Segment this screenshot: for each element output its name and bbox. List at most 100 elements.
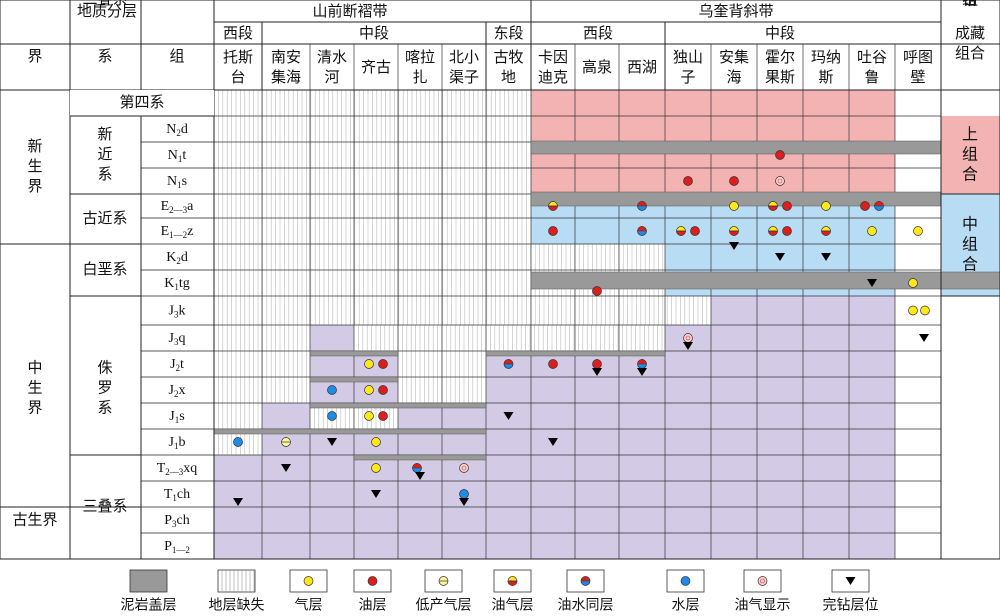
era-label: 古生界 [12, 512, 57, 529]
legend-swatch [129, 569, 168, 593]
play-label-char: 组 [962, 0, 978, 9]
total-depth-symbol [327, 438, 337, 446]
well-area-label: 呼图 [903, 49, 933, 66]
era-label-char: 中 [27, 360, 42, 377]
total-depth-symbol [845, 577, 856, 585]
missing-strata-block [214, 296, 711, 325]
gas-layer-symbol [303, 576, 314, 586]
formation-label: E1—2z [161, 224, 194, 241]
formation-label: J3q [169, 331, 186, 348]
segment-label: 东段 [493, 25, 523, 42]
well-area-label: 扎 [412, 69, 427, 86]
system-label: 二叠系 [82, 0, 127, 8]
total-depth-symbol [503, 412, 514, 420]
well-area-label: 清水 [317, 49, 347, 66]
mudstone-cap-bar [940, 271, 1000, 290]
well-area-label: 高泉 [582, 59, 612, 76]
system-label-char: 新 [97, 126, 112, 143]
formation-label: K2d [166, 250, 188, 267]
well-area-label: 壁 [910, 69, 925, 86]
oil-gas-show-symbol [683, 333, 693, 343]
era-label-char: 新 [27, 138, 42, 155]
legend-label: 油气层 [492, 598, 534, 614]
oil-layer-symbol [548, 359, 558, 369]
formation-label: T1ch [164, 487, 190, 504]
oil-layer-symbol [592, 286, 602, 296]
mudstone-cap-bar [353, 454, 487, 461]
play-label-char: 合 [962, 166, 978, 184]
legend-label: 泥岩盖层 [121, 598, 177, 614]
total-depth-symbol [459, 498, 469, 506]
well-area-label: 独山 [673, 49, 703, 66]
oil-layer-symbol [683, 176, 693, 186]
era-label-char: 界 [27, 179, 42, 195]
system-label-char: 罗 [97, 381, 112, 397]
well-area-label: 集海 [271, 69, 301, 86]
gas-layer-symbol [364, 385, 374, 395]
well-area-label: 托斯 [223, 49, 253, 66]
total-depth-symbol [371, 490, 381, 498]
total-depth-symbol [821, 253, 831, 261]
mudstone-cap-bar [485, 350, 666, 357]
oil-gas-show-symbol [757, 576, 768, 586]
play-label-char: 组 [962, 146, 978, 164]
total-depth-symbol [775, 253, 785, 261]
system-label: 白垩系 [82, 261, 127, 278]
water-layer-symbol [459, 489, 469, 499]
gas-layer-symbol [913, 226, 923, 236]
formation-label: J2x [169, 383, 186, 400]
oil-layer-symbol [367, 576, 378, 586]
oil-layer-symbol [378, 359, 388, 369]
formation-label: J2t [170, 357, 184, 374]
system-label: 三叠系 [82, 498, 127, 515]
quaternary-cell [70, 90, 214, 116]
mudstone-cap-bar [309, 350, 399, 357]
symbol-half [637, 359, 647, 365]
gas-layer-symbol [364, 411, 374, 421]
gas-layer-symbol [371, 437, 381, 447]
segment-label: 中段 [765, 25, 795, 42]
symbol-half [412, 463, 422, 469]
legend-label: 完钻层位 [823, 598, 879, 614]
total-depth-symbol [281, 464, 291, 472]
formation-label: J3k [169, 303, 186, 320]
mudstone-cap-bar [530, 140, 942, 155]
symbol-half [580, 576, 591, 582]
well-area-label: 南安 [271, 49, 301, 66]
gas-layer-symbol [908, 305, 918, 316]
well-area-label: 海 [726, 69, 741, 86]
well-area-label: 喀拉 [405, 49, 435, 66]
formation-label: P3ch [164, 513, 190, 530]
symbol-half [637, 201, 647, 207]
play-label-char: 中 [962, 216, 978, 234]
oil-layer-symbol [782, 226, 792, 236]
gas-layer-symbol [729, 201, 739, 211]
well-area-label: 台 [230, 69, 245, 86]
play-label-char: 合 [962, 256, 978, 274]
formation-label: N2d [166, 122, 188, 139]
total-depth-symbol [867, 279, 877, 287]
gas-layer-symbol [364, 359, 374, 369]
well-area-label: 卡因 [538, 49, 568, 66]
total-depth-symbol [919, 334, 929, 342]
gas-layer-symbol [371, 463, 381, 473]
total-depth-symbol [637, 368, 647, 376]
symbol-half [637, 226, 647, 232]
formation-label: J1s [169, 409, 184, 426]
lower-play-fill [665, 325, 895, 351]
gas-layer-symbol [821, 201, 831, 211]
segment-label: 中段 [359, 25, 389, 42]
well-area-label: 北小 [449, 49, 479, 66]
zone-wukui-label: 乌奎背斜带 [698, 3, 773, 20]
system-label: 第四系 [119, 93, 164, 111]
era-label-char: 界 [27, 401, 42, 417]
total-depth-symbol [415, 472, 425, 480]
well-area-label: 古牧 [493, 49, 523, 66]
well-area-label: 玛纳 [811, 49, 841, 66]
play-label-char: 下 [962, 0, 978, 9]
well-area-label: 地 [501, 69, 516, 86]
formation-label: J1b [169, 435, 186, 452]
play-label-char: 上 [962, 126, 978, 144]
oil-layer-symbol [548, 226, 558, 236]
